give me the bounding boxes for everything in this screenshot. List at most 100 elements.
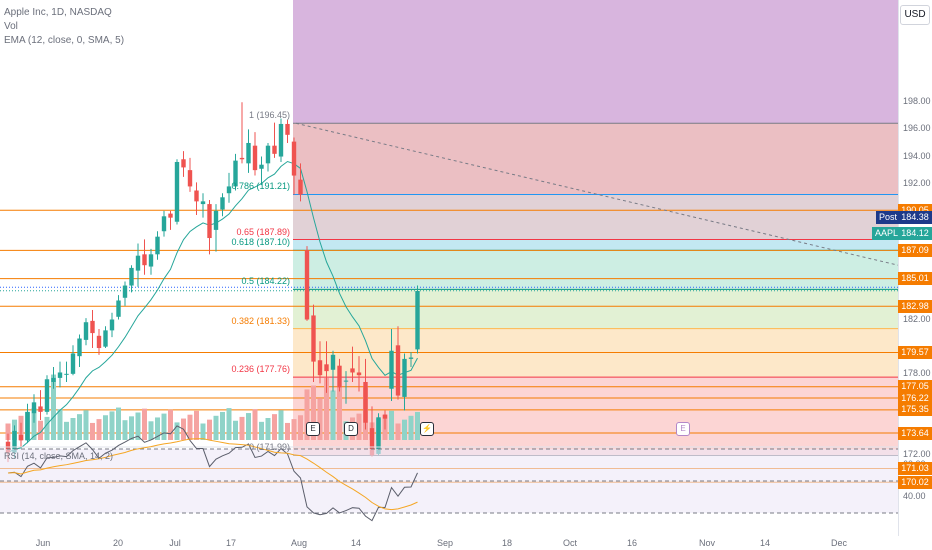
volume-bar <box>408 415 414 440</box>
fib-zone <box>293 194 898 240</box>
candle-body <box>161 216 167 232</box>
volume-bar <box>77 414 82 440</box>
volume-bar <box>90 422 95 440</box>
candle-body <box>343 380 349 382</box>
fib-zone <box>293 250 898 290</box>
fib-label: 0.65 (187.89) <box>236 226 290 237</box>
candle-body <box>272 145 277 154</box>
candle-body <box>174 161 180 222</box>
rsi-line <box>7 425 418 522</box>
volume-bar <box>187 414 193 440</box>
candle-body <box>129 267 134 286</box>
price-tick: 198.00 <box>903 96 931 107</box>
volume-bar <box>291 419 297 440</box>
post-tag: Post <box>876 211 901 224</box>
volume-bar <box>96 419 102 440</box>
candle-body <box>181 159 186 168</box>
price-label: 182.98 <box>898 299 932 313</box>
event-badge[interactable]: D <box>344 422 358 436</box>
candle-body <box>408 357 414 359</box>
candle-body <box>330 354 336 370</box>
price-tick: 192.00 <box>903 177 931 188</box>
ema-line <box>7 160 418 454</box>
volume-bar <box>389 410 394 440</box>
volume-bar <box>330 390 336 440</box>
volume-bar <box>5 423 11 440</box>
currency-button[interactable]: USD <box>900 5 930 25</box>
candle-body <box>265 145 271 164</box>
candle-body <box>415 290 420 350</box>
price-label: 185.01 <box>898 272 932 286</box>
candle-body <box>38 406 43 412</box>
candle-body <box>109 319 115 331</box>
candle-body <box>116 300 121 317</box>
price-label: 187.09 <box>898 243 932 257</box>
volume-bar <box>207 419 212 440</box>
fib-label: 0.618 (187.10) <box>231 237 290 248</box>
price-tick: 172.00 <box>903 449 931 460</box>
volume-bar <box>402 419 407 440</box>
ema-indicator-label[interactable]: EMA (12, close, 0, SMA, 5) <box>4 35 125 46</box>
price-tick: 178.00 <box>903 367 931 378</box>
time-tick: Jun <box>35 538 51 548</box>
candle-body <box>324 364 329 372</box>
volume-bar <box>200 423 206 440</box>
candle-body <box>122 285 128 298</box>
candle-body <box>304 250 310 320</box>
volume-bar <box>64 421 69 440</box>
price-tick: 182.00 <box>903 313 931 324</box>
symbol-tag: AAPL <box>872 227 902 240</box>
volume-bar <box>246 413 251 440</box>
candle-body <box>18 434 24 441</box>
event-badge[interactable]: E <box>676 422 690 436</box>
candle-body <box>135 255 141 271</box>
volume-bar <box>51 374 56 440</box>
price-chart[interactable] <box>0 0 898 536</box>
chart-area[interactable] <box>0 0 898 536</box>
candle-body <box>96 335 102 349</box>
volume-bar <box>161 413 167 440</box>
volume-bar <box>298 415 303 440</box>
volume-bar <box>194 410 199 440</box>
candle-body <box>298 179 303 195</box>
price-axis[interactable] <box>898 0 932 536</box>
candle-body <box>226 186 232 194</box>
volume-bar <box>265 418 271 440</box>
candle-body <box>31 402 37 414</box>
event-badge[interactable]: E <box>306 422 320 436</box>
price-label: 175.35 <box>898 403 932 417</box>
volume-bar <box>38 420 43 440</box>
volume-indicator-label[interactable]: Vol <box>4 21 18 32</box>
candle-body <box>155 236 160 255</box>
price-label: 177.05 <box>898 380 932 394</box>
candle-body <box>44 379 50 412</box>
event-badge[interactable]: ⚡ <box>420 422 434 436</box>
volume-bar <box>278 410 284 440</box>
volume-bar <box>337 386 342 440</box>
price-label: 171.03 <box>898 461 932 475</box>
candle-body <box>187 170 193 187</box>
fib-label: 0.382 (181.33) <box>231 315 290 326</box>
volume-bar <box>129 416 134 440</box>
candle-body <box>103 330 108 347</box>
candle-body <box>363 381 368 423</box>
volume-bar <box>324 377 329 440</box>
trend-line <box>295 122 898 266</box>
rsi-indicator-label[interactable]: RSI (14, close, SMA, 14, 2) <box>4 451 114 461</box>
candle-body <box>25 411 30 441</box>
time-tick: Aug <box>290 538 308 548</box>
fib-label: 0.786 (191.21) <box>231 181 290 192</box>
candle-body <box>142 254 147 266</box>
candle-body <box>376 417 381 454</box>
symbol-title[interactable]: Apple Inc, 1D, NASDAQ <box>4 7 112 18</box>
candle-body <box>350 368 355 373</box>
volume-bar <box>31 408 37 440</box>
candle-body <box>194 190 199 202</box>
candle-body <box>369 428 375 456</box>
candle-body <box>12 430 17 453</box>
candle-body <box>148 254 154 267</box>
volume-bar <box>109 411 115 440</box>
volume-bar <box>285 422 290 440</box>
fib-zone <box>293 239 898 251</box>
candle-body <box>395 345 401 396</box>
